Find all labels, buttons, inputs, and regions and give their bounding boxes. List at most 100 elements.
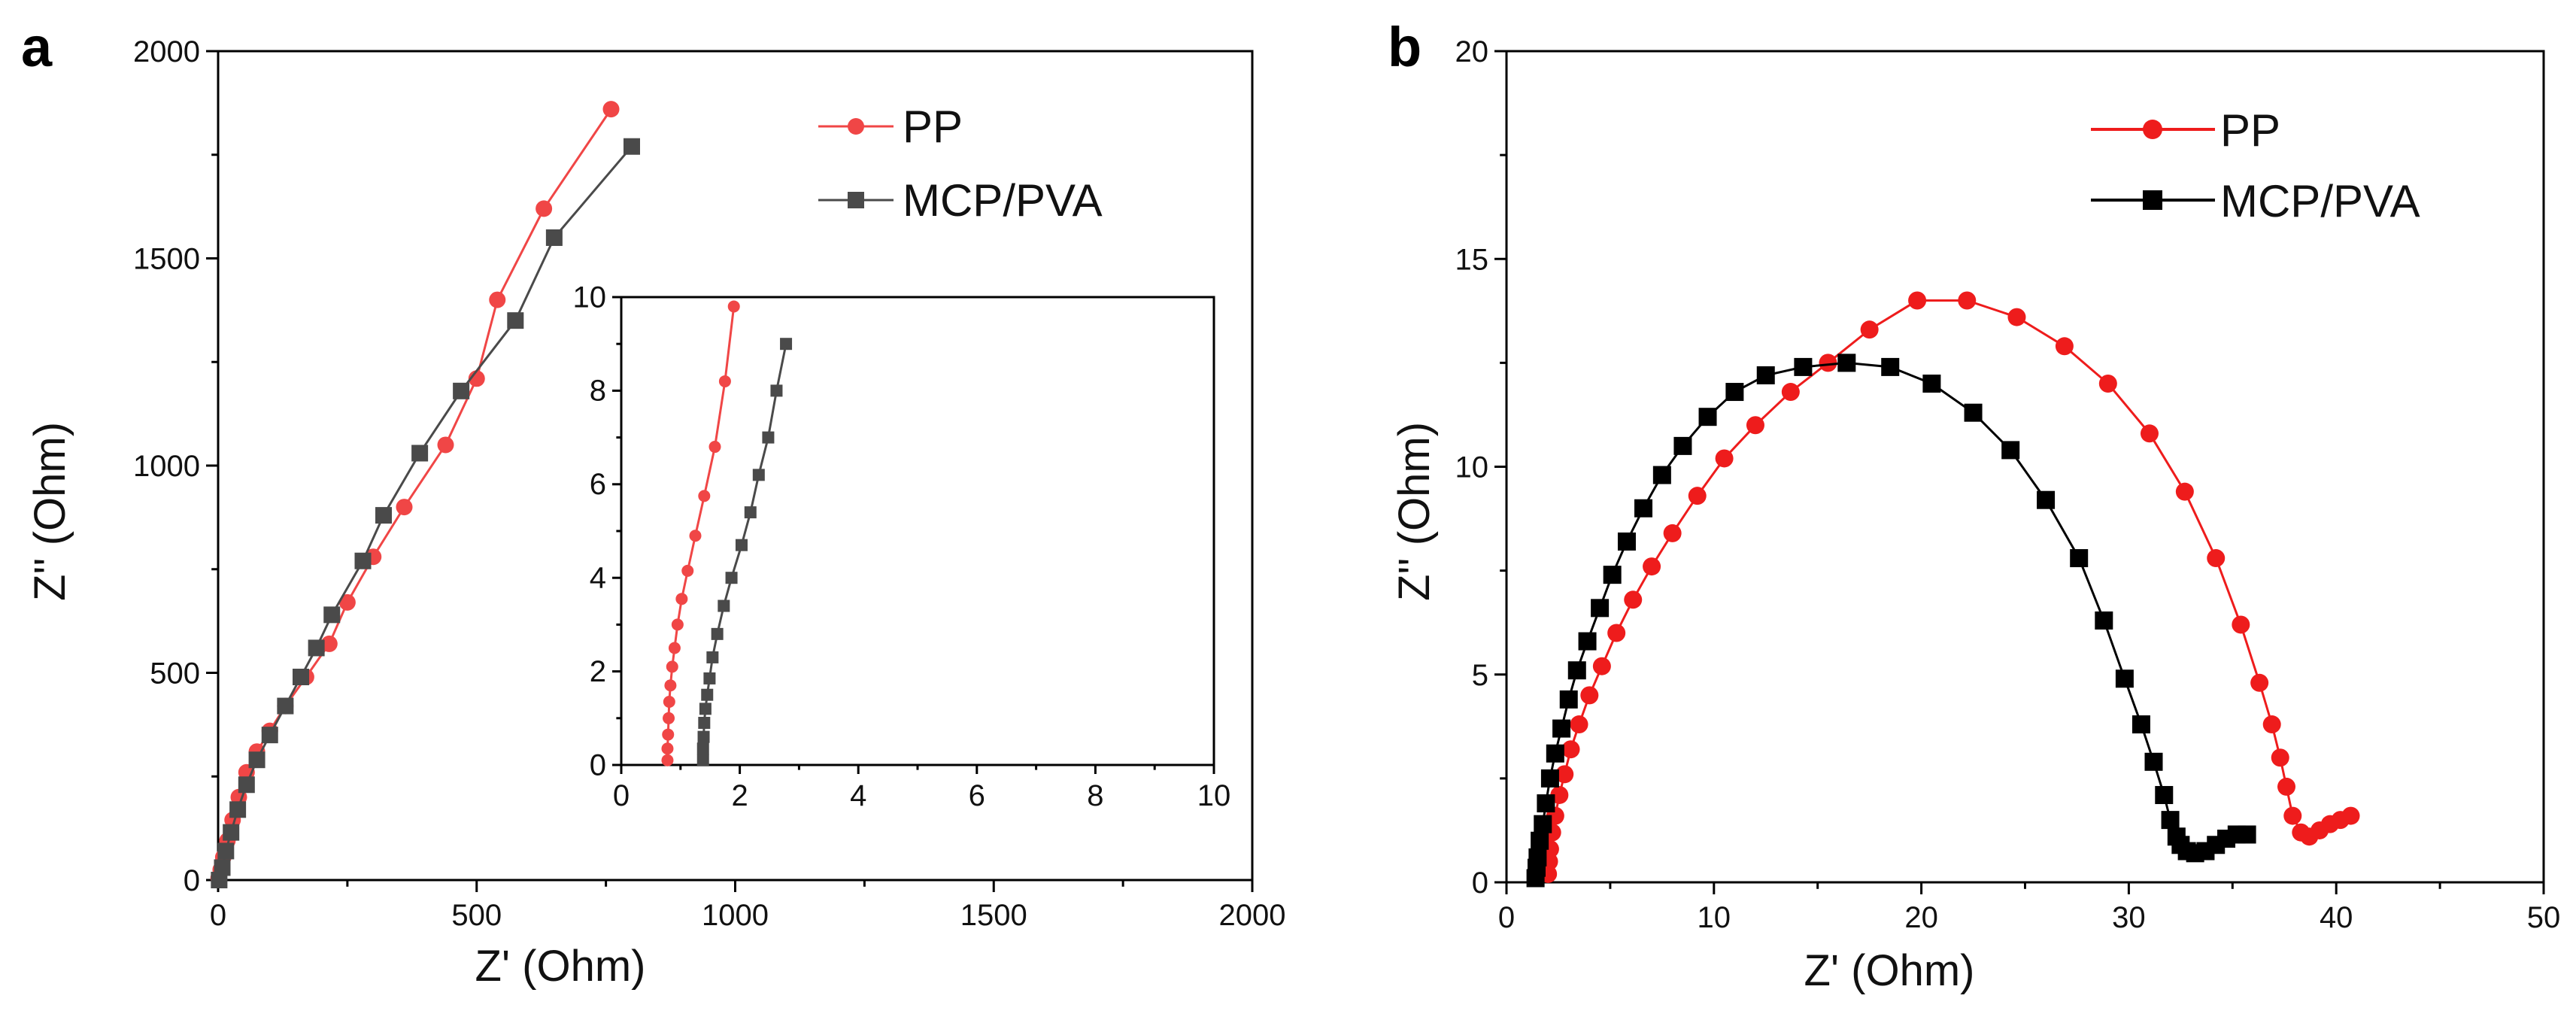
- data-point: [744, 506, 757, 519]
- data-point: [698, 490, 711, 502]
- data-point: [696, 754, 709, 766]
- data-point: [689, 530, 702, 542]
- data-point: [718, 599, 730, 612]
- data-point: [277, 697, 294, 715]
- panel-b: b Z'' (Ohm) Z' (Ohm) PP MCP/PVA 0 10 20 30 4…: [1388, 16, 2560, 995]
- panel-b-xtick-label: 20: [1904, 901, 1938, 934]
- data-point: [2155, 785, 2174, 804]
- data-point: [2277, 777, 2296, 796]
- panel-a-ylabel: Z'' (Ohm): [26, 422, 74, 601]
- data-point: [1958, 291, 1977, 310]
- data-point: [1559, 690, 1578, 709]
- data-point: [223, 824, 240, 841]
- data-point: [725, 572, 738, 584]
- data-point: [320, 635, 338, 652]
- data-point: [536, 200, 553, 217]
- data-point: [1591, 599, 1610, 618]
- data-point: [770, 384, 783, 397]
- inset-xtick-label: 6: [969, 779, 985, 812]
- data-point: [711, 627, 724, 640]
- data-point: [354, 552, 372, 569]
- series-line-mcp-pva: [1534, 361, 2247, 879]
- data-point: [214, 859, 231, 876]
- data-point: [663, 696, 675, 709]
- data-point: [1860, 320, 1879, 339]
- data-point: [668, 642, 681, 654]
- data-point: [2161, 811, 2180, 830]
- data-point: [1567, 661, 1586, 680]
- data-point: [261, 727, 278, 744]
- data-point: [2070, 549, 2089, 568]
- legend-mcp-label: MCP/PVA: [903, 175, 1103, 226]
- panel-a-xtick-label: 500: [451, 899, 502, 932]
- panel-a-xtick-label: 0: [210, 899, 226, 932]
- data-point: [1673, 436, 1692, 455]
- inset-xtick-label: 4: [850, 779, 866, 812]
- data-point: [1540, 769, 1559, 788]
- data-point: [661, 742, 674, 755]
- data-point: [1592, 657, 1611, 675]
- data-point: [1643, 557, 1661, 576]
- data-point: [323, 606, 341, 624]
- data-point: [2207, 549, 2226, 568]
- data-point: [2175, 482, 2194, 501]
- panel-b-ylabel: Z'' (Ohm): [1390, 422, 1439, 601]
- data-point: [1688, 487, 1707, 505]
- panel-b-ytick-label: 5: [1472, 659, 1488, 692]
- data-point: [411, 445, 429, 462]
- data-point: [708, 441, 721, 454]
- inset-xtick-label: 0: [613, 779, 630, 812]
- panel-b-xlabel: Z' (Ohm): [1804, 946, 1975, 995]
- data-point: [780, 338, 793, 351]
- panel-a-ytick-label: 1500: [133, 243, 200, 276]
- legend-pp-label: PP: [903, 102, 963, 152]
- data-point: [1570, 715, 1588, 734]
- data-point: [2037, 490, 2056, 509]
- data-point: [1561, 740, 1580, 759]
- data-point: [1781, 383, 1800, 402]
- data-point: [2131, 715, 2150, 734]
- data-point: [698, 717, 711, 730]
- data-point: [229, 801, 247, 818]
- data-point: [308, 639, 325, 657]
- data-point: [2341, 806, 2360, 825]
- data-point: [1756, 366, 1775, 384]
- data-point: [666, 660, 678, 673]
- data-point: [2250, 673, 2269, 692]
- data-point: [2271, 748, 2289, 767]
- series-line-mcp-pva: [217, 145, 633, 881]
- data-point: [1634, 499, 1653, 518]
- inset-ytick-label: 4: [590, 562, 606, 595]
- data-point: [1715, 449, 1734, 468]
- data-point: [661, 754, 674, 766]
- panel-a: a Z'' (Ohm) Z' (Ohm) PP MCP/PVA 0 500 1000…: [21, 16, 1285, 991]
- inset-ytick-label: 10: [573, 281, 607, 314]
- data-point: [2095, 611, 2113, 630]
- panel-a-inset: 0 2 4 6 8 10 0 2 4 6 8 10: [573, 281, 1231, 812]
- panel-b-xtick-label: 50: [2527, 901, 2561, 934]
- data-point: [718, 375, 731, 387]
- panel-a-xtick-label: 1000: [702, 899, 769, 932]
- data-point: [727, 300, 740, 313]
- data-point: [1534, 815, 1552, 833]
- data-point: [293, 669, 309, 686]
- data-point: [696, 742, 709, 755]
- panel-b-xtick-label: 40: [2320, 901, 2353, 934]
- data-point: [1531, 831, 1549, 850]
- data-point: [662, 728, 675, 741]
- data-point: [681, 564, 694, 577]
- data-point: [2140, 424, 2159, 443]
- data-point: [1537, 794, 1555, 813]
- panel-a-xlabel: Z' (Ohm): [475, 942, 646, 991]
- data-point: [2238, 825, 2256, 844]
- inset-ytick-label: 0: [590, 748, 606, 782]
- data-point: [1624, 590, 1643, 609]
- data-point: [2055, 337, 2074, 356]
- panel-b-xtick-label: 30: [2112, 901, 2146, 934]
- data-point: [238, 776, 255, 794]
- data-point: [338, 593, 356, 611]
- data-point: [1746, 416, 1764, 435]
- data-point: [699, 703, 712, 715]
- inset-xtick-label: 2: [731, 779, 748, 812]
